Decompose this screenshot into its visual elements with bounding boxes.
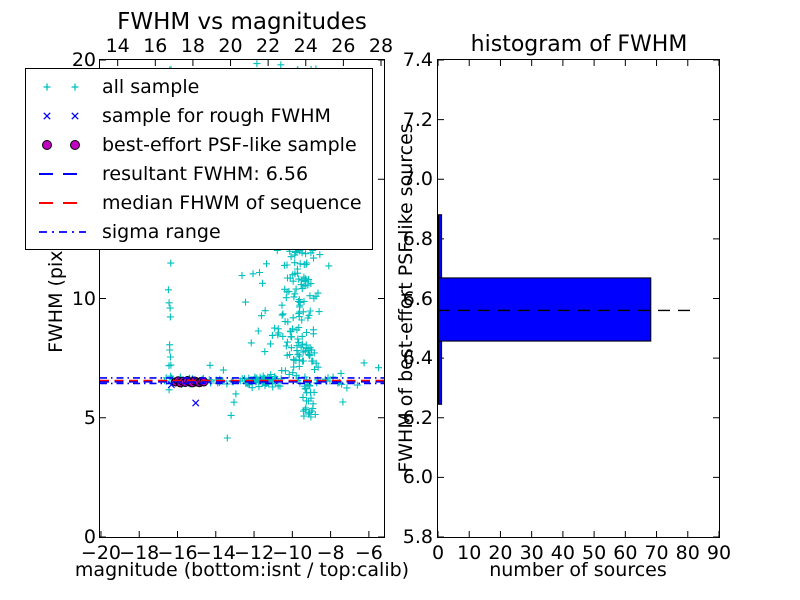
histogram-plot-area: [437, 59, 720, 538]
tick-label: 16: [143, 35, 168, 57]
tick-label: 18: [180, 35, 205, 57]
tick-label: 6.2: [402, 406, 433, 429]
histogram-bar: [438, 340, 443, 405]
tick-label: 26: [331, 35, 356, 57]
tick-label: 7.0: [402, 168, 433, 191]
tick-label: 6.4: [402, 347, 433, 370]
tick-label: 14: [105, 35, 130, 57]
legend-item-sigma-range: sigma range: [34, 221, 372, 243]
tick-label: 6.8: [402, 227, 433, 250]
median-fhwm-of-sequence-marker-icon: [39, 201, 86, 204]
tick-label: −14: [195, 542, 236, 564]
tick-label: 50: [582, 542, 607, 564]
tick-label: 70: [644, 542, 669, 564]
histogram-canvas: [438, 60, 719, 537]
tick-label: 7.2: [402, 108, 433, 131]
resultant-fwhm-6-56-marker-icon: [39, 172, 86, 175]
tick-label: −18: [119, 542, 160, 564]
best-effort-psf-like-sample-marker-icon: [42, 139, 80, 150]
legend-item-resultant-fwhm-6-56: resultant FWHM: 6.56: [34, 163, 372, 185]
tick-label: 10: [457, 542, 482, 564]
tick-label: 80: [675, 542, 700, 564]
tick-label: 20: [488, 542, 513, 564]
legend-item-median-fhwm-of-sequence: median FHWM of sequence: [34, 192, 372, 214]
tick-label: 7.4: [402, 49, 433, 71]
scatter-canvas: [100, 60, 384, 537]
tick-label: −20: [80, 542, 122, 564]
all-sample-marker-icon: [43, 83, 79, 90]
legend: all sample sample for rough FWHM best-effo…: [25, 68, 373, 250]
tick-label: 30: [519, 542, 544, 564]
tick-label: 20: [71, 49, 96, 71]
legend-item-label: all sample: [102, 75, 200, 98]
tick-label: 6.0: [402, 466, 433, 489]
tick-label: 6.6: [402, 287, 433, 310]
tick-label: 20: [218, 35, 243, 57]
tick-label: −6: [354, 542, 383, 564]
legend-item-label: best-effort PSF-like sample: [102, 133, 357, 156]
scatter-ylabel: FWHM (pix): [45, 243, 67, 353]
tick-label: 22: [256, 35, 281, 57]
histogram-xlabel: number of sources: [489, 559, 667, 581]
legend-item-best-effort-psf-like-sample: best-effort PSF-like sample: [34, 134, 372, 156]
tick-label: −16: [157, 542, 198, 564]
tick-label: −12: [233, 542, 275, 564]
sigma-range-marker-icon: [39, 230, 86, 233]
legend-item-all-sample: all sample: [34, 76, 372, 98]
tick-label: 60: [613, 542, 638, 564]
tick-label: 28: [368, 35, 394, 57]
legend-item-label: resultant FWHM: 6.56: [102, 162, 309, 185]
histogram-ylabel: FWHM of best-effort PSF-like sources: [395, 123, 417, 473]
legend-item-sample-for-rough-fwhm: sample for rough FWHM: [34, 105, 372, 127]
legend-item-label: median FHWM of sequence: [102, 191, 362, 214]
tick-label: 0: [83, 526, 96, 548]
histogram-bars: [438, 214, 652, 405]
histogram-bar: [438, 214, 443, 279]
tick-label: 0: [431, 542, 445, 564]
histogram-bar: [438, 277, 652, 342]
tick-label: −8: [316, 542, 345, 564]
tick-label: 24: [293, 35, 318, 57]
tick-label: 90: [706, 542, 732, 564]
histogram-title: histogram of FWHM: [470, 32, 688, 57]
tick-label: 5.8: [402, 526, 433, 548]
scatter-title: FWHM vs magnitudes: [117, 9, 367, 35]
tick-label: 40: [550, 542, 575, 564]
legend-item-label: sigma range: [102, 220, 221, 243]
sample-for-rough-fwhm-marker-icon: [43, 111, 79, 120]
tick-label: 5: [83, 406, 96, 429]
scatter-xlabel: magnitude (bottom:isnt / top:calib): [74, 559, 410, 581]
tick-label: 10: [71, 287, 96, 310]
legend-item-label: sample for rough FWHM: [102, 104, 331, 127]
tick-label: −10: [272, 542, 313, 564]
